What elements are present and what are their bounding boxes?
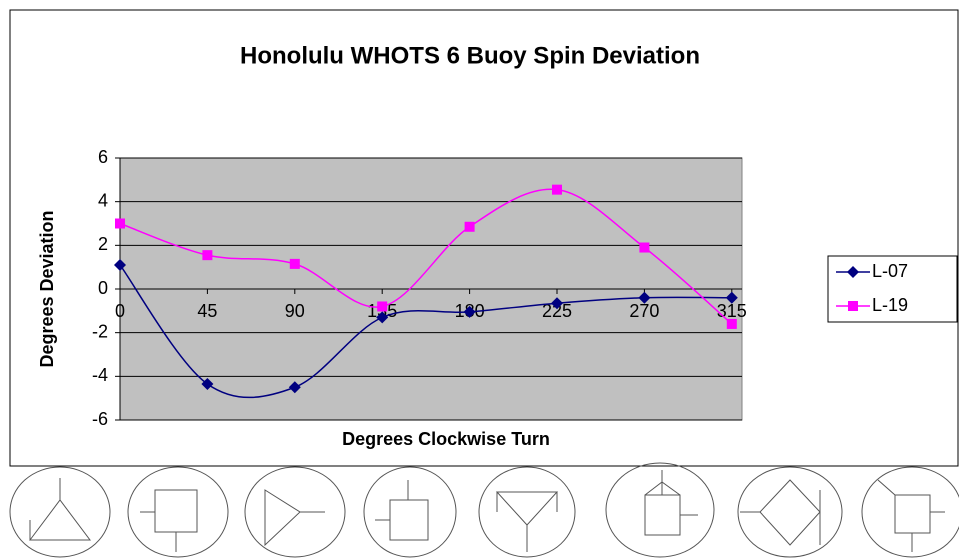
y-tick-label: -6	[92, 409, 108, 429]
marker	[551, 297, 563, 310]
marker	[463, 305, 476, 318]
marker	[725, 291, 738, 304]
x-tick-label: 45	[197, 301, 217, 321]
x-axis-label: Degrees Clockwise Turn	[342, 429, 550, 449]
marker	[288, 381, 301, 394]
marker	[114, 258, 126, 271]
marker	[847, 266, 859, 278]
marker	[552, 184, 562, 195]
legend-label: L-07	[872, 261, 908, 281]
marker	[726, 318, 737, 329]
y-tick-label: 2	[98, 234, 108, 254]
x-tick-label: 225	[542, 301, 572, 321]
marker	[376, 311, 389, 324]
series-line	[119, 188, 733, 325]
marker	[377, 301, 388, 312]
legend-label: L-19	[872, 295, 908, 315]
y-axis-label: Degrees Deviation	[37, 210, 57, 367]
marker	[202, 250, 213, 261]
x-tick-label: 0	[115, 301, 125, 321]
x-tick-label: 90	[285, 301, 305, 321]
marker	[639, 242, 650, 253]
y-tick-label: -2	[92, 321, 108, 341]
marker	[638, 291, 651, 304]
marker	[464, 221, 475, 232]
marker	[848, 301, 858, 311]
chart-title: Honolulu WHOTS 6 Buoy Spin Deviation	[240, 42, 700, 69]
y-tick-label: -4	[92, 365, 108, 385]
y-tick-label: 0	[98, 278, 108, 298]
x-tick-label: 315	[717, 301, 747, 321]
y-tick-label: 6	[98, 147, 108, 167]
x-tick-label: 270	[629, 301, 659, 321]
marker	[201, 377, 214, 390]
marker	[289, 258, 300, 269]
diagram-icons	[9, 462, 959, 558]
marker	[115, 218, 125, 229]
y-tick-label: 4	[98, 190, 108, 210]
